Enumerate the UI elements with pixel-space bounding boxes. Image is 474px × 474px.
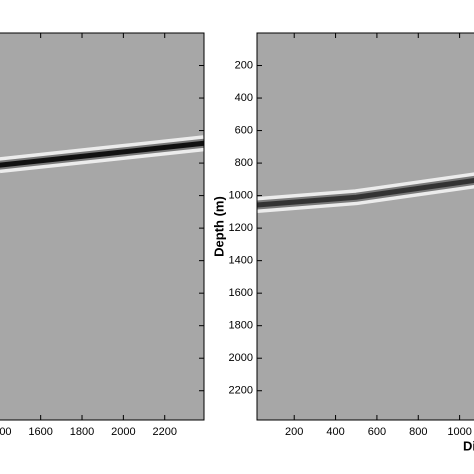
- y-tick-label: 1600: [229, 287, 253, 299]
- reflector: [0, 140, 205, 168]
- x-tick-label: 1600: [28, 426, 52, 438]
- plot-frame: [0, 32, 205, 421]
- y-tick-label: 800: [235, 157, 253, 169]
- y-tick-label: 400: [235, 92, 253, 104]
- x-tick-label: 600: [368, 426, 386, 438]
- x-tick-label: 200: [285, 426, 303, 438]
- reflector: [256, 177, 474, 208]
- y-tick-label: 2000: [229, 352, 253, 364]
- y-tick-label: 1200: [229, 222, 253, 234]
- x-tick-label: 2200: [152, 426, 176, 438]
- y-tick-label: 1800: [229, 320, 253, 332]
- y-tick-label: 600: [235, 124, 253, 136]
- y-tick-label: 1400: [229, 255, 253, 267]
- x-tick-label: 2000: [111, 426, 135, 438]
- x-tick-label: 1400: [0, 426, 12, 438]
- image-background: [257, 33, 474, 420]
- x-tick-label: 800: [409, 426, 427, 438]
- image-background: [0, 33, 204, 420]
- y-tick-label: 200: [235, 59, 253, 71]
- y-axis-label: Depth (m): [211, 196, 226, 257]
- x-tick-label: 1800: [70, 426, 94, 438]
- y-tick-label: 2200: [229, 385, 253, 397]
- y-tick-label: 1000: [229, 190, 253, 202]
- plot-frame: [256, 32, 474, 421]
- x-tick-label: 1000: [447, 426, 471, 438]
- x-tick-label: 400: [326, 426, 344, 438]
- x-axis-label: Distance (m): [463, 438, 474, 453]
